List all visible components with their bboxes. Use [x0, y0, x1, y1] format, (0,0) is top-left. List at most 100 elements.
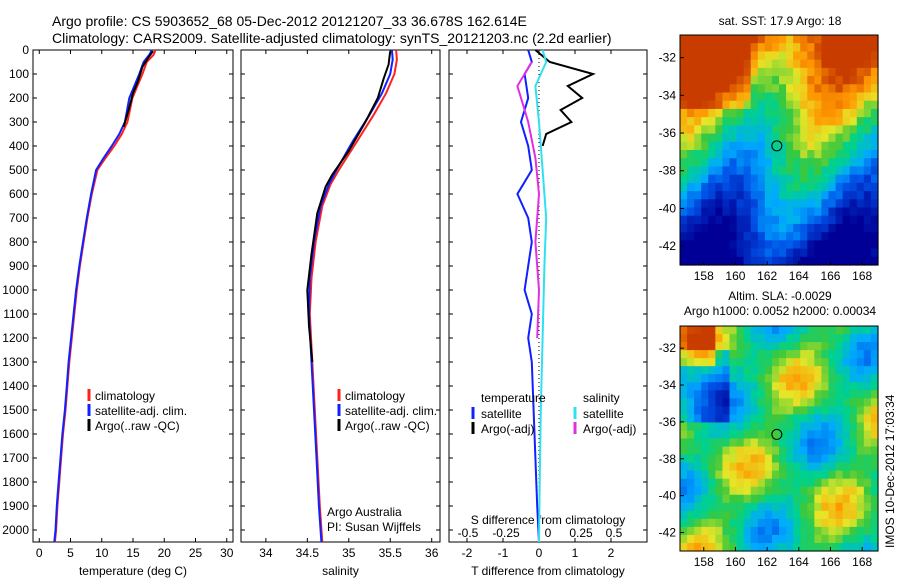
map-cell — [729, 150, 738, 159]
legend-label: climatology — [345, 389, 405, 403]
map-cell — [835, 334, 844, 343]
map-cell — [821, 248, 830, 258]
map-cell — [722, 100, 731, 110]
map-cell — [764, 430, 773, 440]
map-cell — [793, 100, 801, 110]
map-cell — [736, 174, 745, 184]
map-cell — [750, 334, 759, 343]
map-cell — [764, 542, 773, 552]
map-cell — [849, 430, 858, 440]
map-cell — [779, 534, 787, 544]
map-cell — [870, 406, 879, 415]
map-cell — [687, 342, 695, 351]
map-cell — [842, 398, 851, 407]
map-cell — [786, 108, 794, 118]
y-tick-label: 700 — [9, 211, 29, 225]
map-cell — [729, 223, 738, 233]
map-cell — [722, 326, 731, 335]
map-cell — [800, 374, 808, 383]
map-cell — [701, 141, 709, 151]
map-cell — [715, 108, 724, 118]
map-cell — [835, 108, 844, 118]
map-cell — [694, 446, 702, 456]
map-cell — [708, 454, 716, 464]
map-cell — [715, 390, 724, 399]
map-cell — [800, 150, 808, 159]
map-cell — [807, 406, 815, 415]
map-cell — [870, 438, 879, 448]
s-diff-tick-label: 0 — [545, 526, 552, 540]
map-cell — [701, 542, 709, 552]
map-cell — [743, 125, 752, 135]
map-cell — [821, 462, 830, 472]
map-cell — [687, 43, 695, 53]
map-cell — [750, 398, 759, 407]
map-cell — [736, 358, 745, 367]
map-cell — [779, 454, 787, 464]
map-y-tick-label: -40 — [659, 489, 677, 503]
map-cell — [856, 438, 865, 448]
map-cell — [828, 59, 837, 69]
map-cell — [863, 534, 872, 544]
map-cell — [870, 51, 879, 61]
map-cell — [764, 256, 773, 266]
map-cell — [807, 240, 815, 250]
map-cell — [807, 141, 815, 151]
map-cell — [793, 108, 801, 118]
map-frame-sst — [679, 34, 879, 266]
map-cell — [750, 406, 759, 415]
map-cell — [779, 430, 787, 440]
map-cell — [708, 108, 716, 118]
map-cell — [800, 326, 808, 335]
map-cell — [680, 59, 688, 69]
map-cell — [821, 350, 830, 359]
map-cell — [722, 414, 731, 424]
map-cell — [863, 108, 872, 118]
map-cell — [729, 470, 738, 480]
map-cell — [708, 470, 716, 480]
y-tick-label: 200 — [9, 91, 29, 105]
y-tick-label: 1900 — [2, 499, 29, 513]
map-cell — [680, 494, 688, 504]
map-cell — [687, 158, 695, 168]
map-cell — [722, 398, 731, 407]
map-cell — [828, 108, 837, 118]
map-cell — [800, 240, 808, 250]
map-cell — [687, 232, 695, 241]
map-cell — [849, 174, 858, 184]
x-tick-label: 15 — [126, 546, 140, 560]
map-cell — [715, 326, 724, 335]
map-cell — [701, 166, 709, 176]
map-y-tick-label: -42 — [659, 526, 677, 540]
map-cell — [764, 232, 773, 241]
map-cell — [856, 158, 865, 168]
map-cell — [835, 141, 844, 151]
map-cell — [701, 215, 709, 225]
map-cell — [750, 534, 759, 544]
map-cell — [764, 67, 773, 77]
map-cell — [856, 232, 865, 241]
map-cell — [680, 422, 688, 432]
map-cell — [694, 358, 702, 367]
map-cell — [863, 51, 872, 61]
map-cell — [856, 390, 865, 399]
map-cell — [814, 470, 823, 480]
map-cell — [736, 398, 745, 407]
map-cell — [828, 414, 837, 424]
map-cell — [694, 398, 702, 407]
map-cell — [750, 51, 759, 61]
map-cell — [764, 166, 773, 176]
map-cell — [786, 494, 794, 504]
map-cell — [814, 182, 823, 192]
map-cell — [750, 542, 759, 552]
map-cell — [729, 84, 738, 94]
map-cell — [814, 150, 823, 159]
map-cell — [757, 534, 766, 544]
map-cell — [828, 446, 837, 456]
map-cell — [694, 494, 702, 504]
map-cell — [764, 438, 773, 448]
map-cell — [701, 108, 709, 118]
map-cell — [715, 240, 724, 250]
map-cell — [849, 51, 858, 61]
map-cell — [786, 199, 794, 209]
